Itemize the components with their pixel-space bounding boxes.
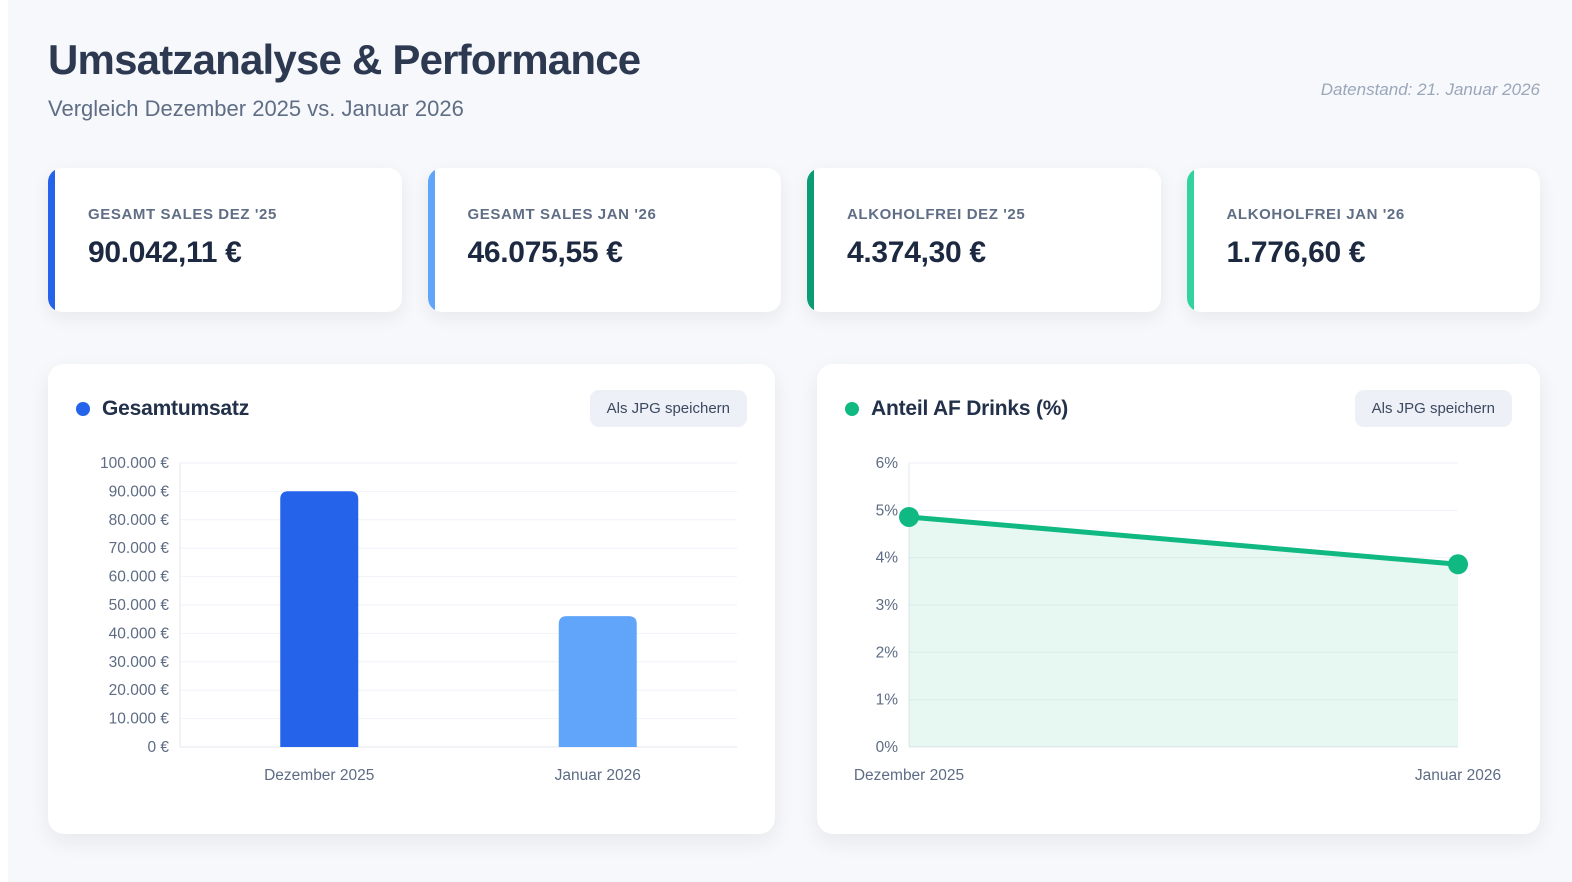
chart-body: 0% 1% 2% 3% 4% 5% 6% Dezember 2025 Januar 2026: [845, 449, 1512, 806]
svg-text:6%: 6%: [876, 455, 899, 472]
page-subtitle: Vergleich Dezember 2025 vs. Januar 2026: [48, 96, 464, 122]
svg-text:30.000 €: 30.000 €: [109, 654, 170, 671]
kpi-value: 1.776,60 €: [1226, 236, 1366, 270]
svg-text:70.000 €: 70.000 €: [109, 540, 170, 557]
kpi-card-alkoholfrei-jan: ALKOHOLFREI JAN '26 1.776,60 €: [1186, 168, 1540, 313]
svg-text:3%: 3%: [876, 597, 899, 614]
save-jpg-button[interactable]: Als JPG speichern: [589, 390, 747, 428]
kpi-label: GESAMT SALES JAN '26: [467, 206, 657, 224]
svg-text:10.000 €: 10.000 €: [109, 711, 170, 728]
save-jpg-button[interactable]: Als JPG speichern: [1354, 390, 1512, 428]
kpi-label: ALKOHOLFREI JAN '26: [1226, 206, 1405, 224]
kpi-label: GESAMT SALES DEZ '25: [88, 206, 277, 224]
kpi-label: ALKOHOLFREI DEZ '25: [847, 206, 1026, 224]
svg-text:4%: 4%: [876, 550, 899, 567]
svg-text:2%: 2%: [876, 645, 899, 662]
kpi-value: 4.374,30 €: [847, 236, 986, 270]
svg-text:40.000 €: 40.000 €: [109, 626, 170, 643]
kpi-accent-bar: [48, 168, 55, 313]
chart-title: Anteil AF Drinks (%): [871, 396, 1069, 420]
kpi-card-gesamt-dez: GESAMT SALES DEZ '25 90.042,11 €: [48, 168, 402, 313]
chart-legend: Gesamtumsatz: [76, 397, 249, 421]
line-chart-canvas: 0% 1% 2% 3% 4% 5% 6% Dezember 2025 Januar 2026: [854, 455, 1501, 784]
svg-text:0 €: 0 €: [147, 739, 169, 756]
data-timestamp: Datenstand: 21. Januar 2026: [1320, 80, 1540, 99]
svg-text:90.000 €: 90.000 €: [109, 484, 170, 501]
chart-body: 0 € 10.000 € 20.000 € 30.000 € 40.000 € 50.00…: [76, 449, 747, 806]
chart-card-anteil-af-drinks: Anteil AF Drinks (%) Als JPG speichern 0…: [817, 364, 1540, 835]
svg-text:80.000 €: 80.000 €: [109, 512, 170, 529]
dashboard-page: Umsatzanalyse & Performance Vergleich De…: [48, 36, 1540, 835]
kpi-row: GESAMT SALES DEZ '25 90.042,11 € GESAMT …: [48, 168, 1540, 313]
chart-title: Gesamtumsatz: [102, 396, 249, 420]
kpi-value: 90.042,11 €: [88, 236, 242, 270]
svg-text:Januar 2026: Januar 2026: [555, 767, 641, 784]
window-left-edge: [0, 0, 8, 882]
legend-dot-icon: [76, 401, 90, 416]
chart-header: Anteil AF Drinks (%) Als JPG speichern: [845, 390, 1512, 428]
chart-card-gesamtumsatz: Gesamtumsatz Als JPG speichern 0 € 10.000…: [48, 364, 775, 835]
kpi-value: 46.075,55 €: [467, 236, 623, 270]
bar-chart-canvas: 0 € 10.000 € 20.000 € 30.000 € 40.000 € 50.00…: [100, 455, 737, 784]
kpi-accent-bar: [807, 168, 814, 313]
svg-text:Dezember 2025: Dezember 2025: [264, 767, 374, 784]
svg-text:20.000 €: 20.000 €: [109, 682, 170, 699]
svg-text:0%: 0%: [876, 739, 899, 756]
kpi-accent-bar: [427, 168, 435, 313]
legend-dot-icon: [845, 401, 859, 416]
svg-text:1%: 1%: [876, 692, 899, 709]
kpi-accent-bar: [1186, 168, 1194, 313]
svg-text:100.000 €: 100.000 €: [100, 455, 169, 472]
svg-text:5%: 5%: [876, 503, 899, 520]
kpi-card-gesamt-jan: GESAMT SALES JAN '26 46.075,55 €: [427, 168, 781, 313]
svg-text:Januar 2026: Januar 2026: [1415, 767, 1501, 784]
svg-text:50.000 €: 50.000 €: [109, 597, 170, 614]
kpi-card-alkoholfrei-dez: ALKOHOLFREI DEZ '25 4.374,30 €: [807, 168, 1161, 313]
chart-legend: Anteil AF Drinks (%): [845, 397, 1068, 421]
svg-text:60.000 €: 60.000 €: [109, 569, 170, 586]
charts-row: Gesamtumsatz Als JPG speichern 0 € 10.000…: [48, 364, 1540, 835]
chart-header: Gesamtumsatz Als JPG speichern: [76, 390, 747, 428]
page-title: Umsatzanalyse & Performance: [48, 36, 641, 83]
svg-text:Dezember 2025: Dezember 2025: [854, 767, 964, 784]
